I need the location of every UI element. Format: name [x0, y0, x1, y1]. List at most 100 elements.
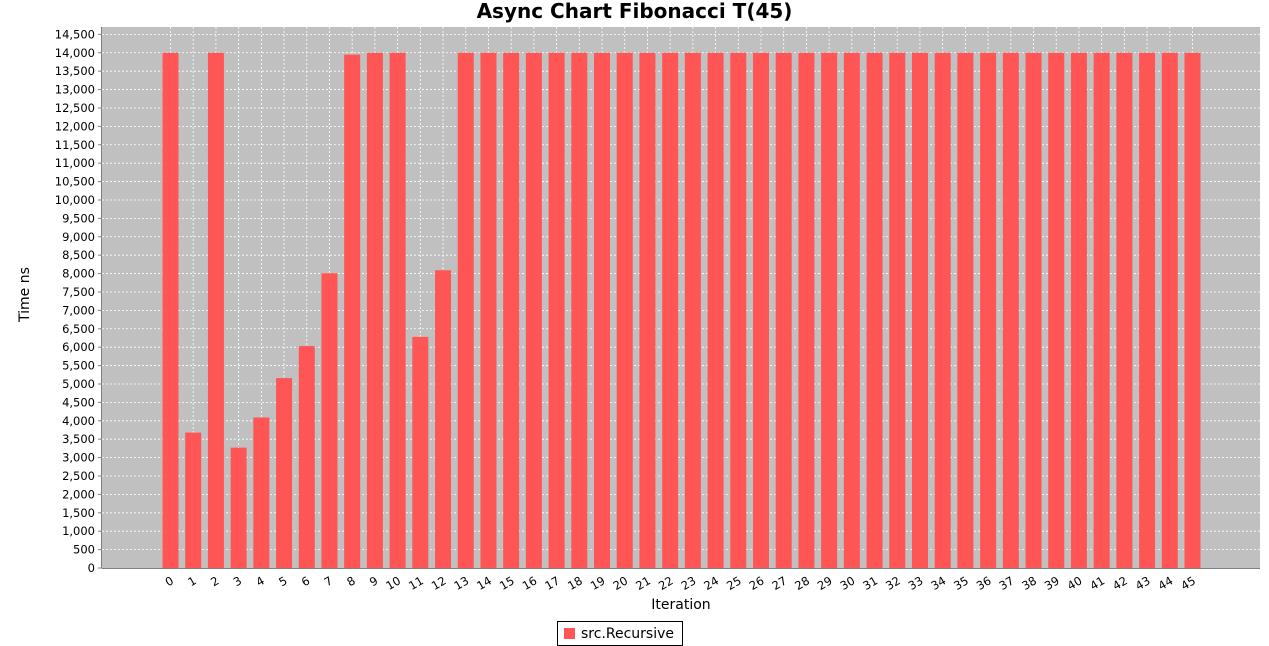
x-tick-label: 32	[883, 573, 903, 592]
bar-33	[911, 52, 928, 569]
x-tick-label: 13	[452, 573, 472, 592]
x-tick-label: 15	[497, 573, 517, 592]
y-tick-label: 2,500	[62, 469, 95, 483]
x-tick-label: 12	[429, 573, 449, 592]
x-tick-label: 40	[1065, 573, 1085, 592]
x-tick-label: 37	[997, 573, 1017, 592]
bar-30	[843, 52, 860, 569]
x-tick-label: 1	[185, 573, 198, 589]
x-tick-label: 19	[588, 573, 608, 592]
x-tick-label: 43	[1133, 573, 1153, 592]
bar-32	[889, 52, 906, 569]
bar-15	[503, 52, 520, 569]
y-tick-label: 14,500	[55, 27, 95, 41]
bar-42	[1116, 52, 1133, 569]
x-tick-label: 22	[656, 573, 676, 592]
bar-10	[389, 52, 406, 569]
y-tick-label: 13,000	[55, 83, 95, 97]
bar-7	[321, 273, 338, 568]
bar-9	[366, 52, 383, 569]
y-tick-label: 12,500	[55, 101, 95, 115]
x-tick-label: 36	[974, 573, 994, 592]
x-tick-label: 3	[231, 573, 244, 589]
y-tick-label: 13,500	[55, 64, 95, 78]
y-tick-label: 10,500	[55, 175, 95, 189]
y-tick-label: 7,500	[62, 285, 95, 299]
y-tick-label: 3,500	[62, 432, 95, 446]
x-tick-label: 26	[747, 573, 767, 592]
bar-36	[980, 52, 997, 569]
bar-24	[707, 52, 724, 569]
bar-6	[298, 346, 315, 568]
plot-background	[102, 27, 1260, 568]
x-axis-label: Iteration	[651, 597, 711, 613]
bar-38	[1025, 52, 1042, 569]
bar-34	[934, 52, 951, 569]
bar-19	[594, 52, 611, 569]
bar-26	[752, 52, 769, 569]
y-tick-label: 7,000	[62, 303, 95, 317]
bar-2	[207, 52, 224, 569]
bar-16	[525, 52, 542, 569]
bar-1	[185, 432, 202, 568]
x-tick-label: 10	[383, 573, 403, 592]
bar-45	[1184, 52, 1201, 569]
x-tick-label: 11	[406, 573, 426, 592]
x-tick-label: 39	[1042, 573, 1062, 592]
bar-11	[412, 336, 429, 568]
bar-18	[571, 52, 588, 569]
bar-27	[775, 52, 792, 569]
bar-series	[162, 52, 1201, 569]
bar-39	[1048, 52, 1065, 569]
bar-43	[1139, 52, 1156, 569]
x-tick-label: 7	[322, 573, 335, 589]
x-tick-label: 8	[344, 573, 357, 589]
y-tick-label: 6,000	[62, 340, 95, 354]
y-tick-label: 9,500	[62, 211, 95, 225]
legend: src.Recursive	[557, 621, 684, 646]
bar-17	[548, 52, 565, 569]
x-tick-label: 30	[838, 573, 858, 592]
bar-31	[866, 52, 883, 569]
x-tick-label: 25	[724, 573, 744, 592]
x-tick-label: 18	[565, 573, 585, 592]
bar-14	[480, 52, 497, 569]
y-tick-label: 1,000	[62, 524, 95, 538]
bar-8	[344, 54, 361, 568]
x-tick-label: 41	[1087, 573, 1107, 592]
x-tick-label: 44	[1156, 573, 1176, 592]
legend-swatch	[564, 628, 575, 639]
bar-28	[798, 52, 815, 569]
bar-13	[457, 52, 474, 569]
bar-41	[1093, 52, 1110, 569]
legend-label: src.Recursive	[581, 625, 675, 642]
bar-3	[230, 447, 247, 568]
chart-title: Async Chart Fibonacci T(45)	[476, 0, 793, 23]
x-tick-label: 20	[611, 573, 631, 592]
bar-20	[616, 52, 633, 569]
bar-22	[662, 52, 679, 569]
bar-37	[1002, 52, 1019, 569]
x-tick-label: 6	[299, 573, 312, 589]
bar-4	[253, 417, 270, 568]
bar-5	[276, 378, 293, 568]
x-tick-label: 2	[208, 573, 221, 589]
y-tick-label: 8,500	[62, 248, 95, 262]
x-axis: 0 1 2 3 4 5 6 7 8 9 10 11 12 13 14 15 16 17 18 19 20 21 22 23 24…	[102, 568, 1260, 593]
x-tick-label: 16	[520, 573, 540, 592]
x-tick-label: 33	[906, 573, 926, 592]
y-tick-label: 5,000	[62, 377, 95, 391]
x-tick-label: 0	[163, 573, 176, 589]
y-tick-label: 14,000	[55, 46, 95, 60]
x-tick-label: 45	[1178, 573, 1198, 592]
y-tick-label: 6,500	[62, 322, 95, 336]
y-axis: 0 500 1,000 1,500 2,000 2,500 3,000 3,500 4,000 4…	[55, 27, 102, 575]
y-tick-label: 5,500	[62, 359, 95, 373]
y-tick-label: 4,000	[62, 414, 95, 428]
y-tick-label: 4,500	[62, 395, 95, 409]
bar-44	[1161, 52, 1178, 569]
bar-12	[435, 270, 452, 568]
horizontal-gridlines	[102, 33, 1260, 550]
y-tick-label: 12,000	[55, 119, 95, 133]
